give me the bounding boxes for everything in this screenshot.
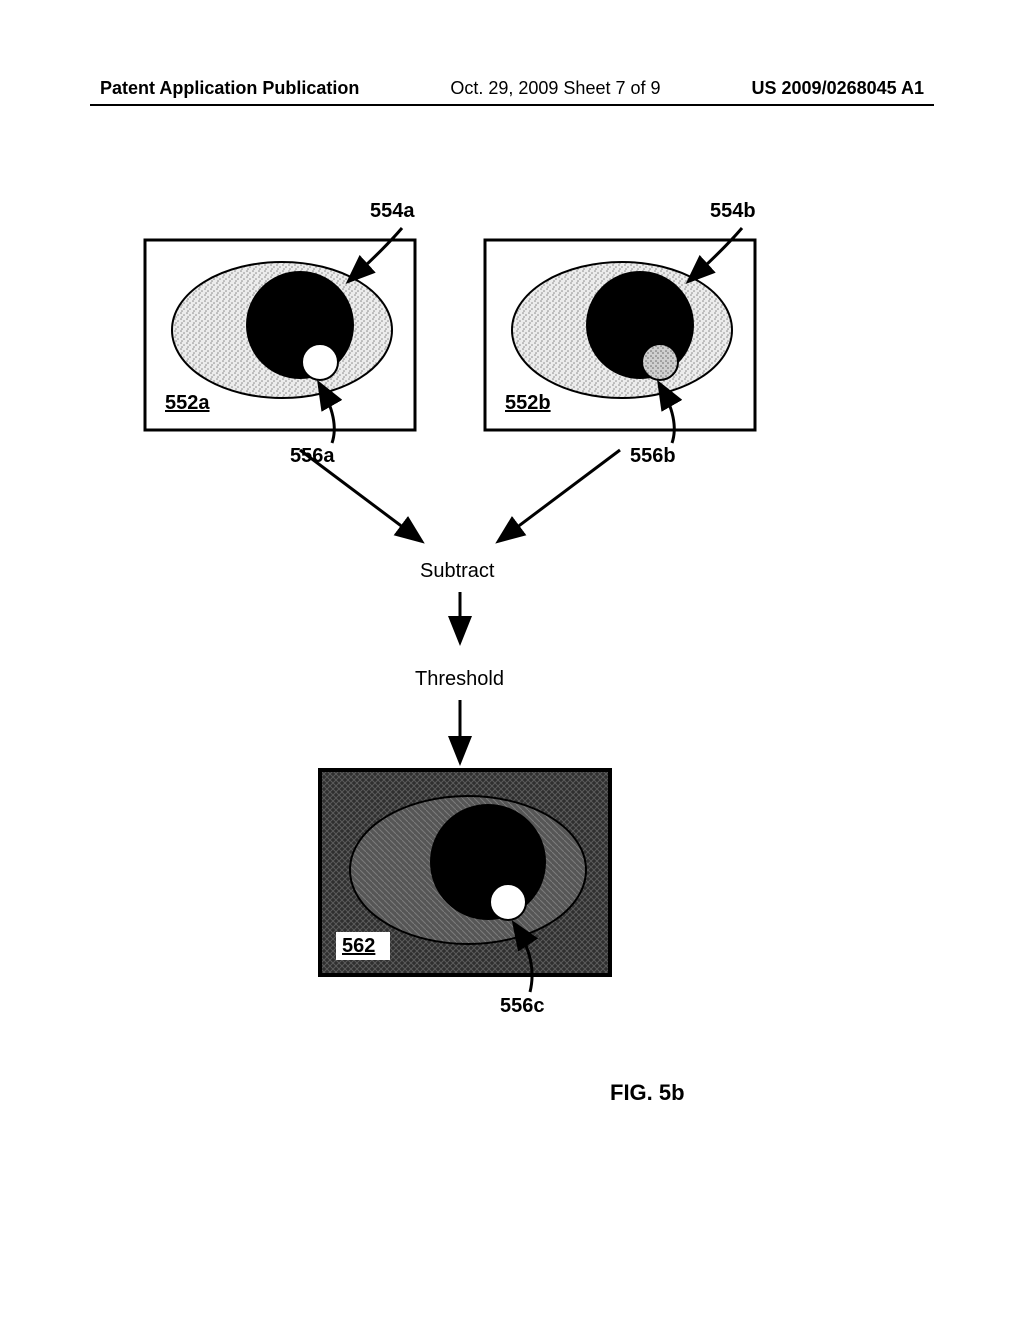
label-556c: 556c (500, 995, 545, 1018)
pupil-562 (430, 804, 546, 920)
label-554a: 554a (370, 200, 415, 223)
label-threshold: Threshold (415, 668, 504, 691)
label-556b: 556b (630, 445, 676, 468)
label-556a: 556a (290, 445, 335, 468)
page: Patent Application Publication Oct. 29, … (0, 0, 1024, 1320)
label-subtract: Subtract (420, 560, 494, 583)
label-554b: 554b (710, 200, 756, 223)
figure-label: FIG. 5b (610, 1080, 685, 1106)
label-552a: 552a (165, 392, 210, 415)
glint-556b (642, 344, 678, 380)
label-562: 562 (342, 935, 375, 958)
glint-556a (302, 344, 338, 380)
glint-556c (490, 884, 526, 920)
figure-diagram (0, 0, 1024, 1320)
label-552b: 552b (505, 392, 551, 415)
arrow-right-to-subtract (500, 450, 620, 540)
